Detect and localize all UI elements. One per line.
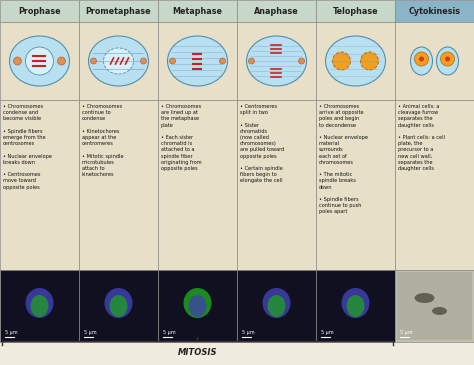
Bar — [79, 100, 158, 270]
Circle shape — [248, 58, 255, 64]
Circle shape — [440, 52, 455, 66]
Text: 5 μm: 5 μm — [84, 330, 97, 335]
Bar — [395, 100, 474, 270]
Bar — [158, 22, 237, 100]
Bar — [316, 100, 395, 270]
Ellipse shape — [432, 307, 447, 315]
Text: Metaphase: Metaphase — [173, 7, 222, 15]
Bar — [79, 270, 158, 342]
Bar — [79, 0, 158, 22]
Bar — [158, 0, 237, 22]
Text: • Chromosomes
arrive at opposite
poles and begin
to decondense

• Nuclear envelo: • Chromosomes arrive at opposite poles a… — [319, 104, 368, 214]
Bar — [316, 22, 395, 100]
Circle shape — [26, 47, 54, 75]
Circle shape — [140, 58, 146, 64]
Ellipse shape — [326, 36, 385, 86]
Bar — [0, 100, 79, 270]
Ellipse shape — [263, 288, 291, 318]
Bar — [0, 270, 79, 342]
Ellipse shape — [267, 295, 285, 317]
Text: 5 μm: 5 μm — [163, 330, 176, 335]
Text: • Animal cells: a
cleavage furrow
separates the
daughter cells

• Plant cells: a: • Animal cells: a cleavage furrow separa… — [398, 104, 445, 171]
Ellipse shape — [9, 36, 70, 86]
Text: 5 μm: 5 μm — [321, 330, 334, 335]
Text: Prometaphase: Prometaphase — [86, 7, 151, 15]
Ellipse shape — [89, 36, 148, 86]
Circle shape — [419, 57, 424, 61]
Bar — [158, 270, 237, 342]
Text: 5 μm: 5 μm — [242, 330, 255, 335]
Circle shape — [332, 52, 350, 70]
Bar — [237, 22, 316, 100]
Bar — [0, 22, 79, 100]
Circle shape — [91, 58, 97, 64]
Bar — [316, 0, 395, 22]
Bar — [395, 0, 474, 22]
Ellipse shape — [183, 288, 211, 318]
Text: 5 μm: 5 μm — [5, 330, 18, 335]
Circle shape — [361, 52, 379, 70]
Text: • Chromosomes
condense and
become visible

• Spindle fibers
emerge from the
cent: • Chromosomes condense and become visibl… — [3, 104, 52, 189]
Ellipse shape — [30, 295, 48, 317]
Text: • Chromosomes
continue to
condense

• Kinetochores
appear at the
centromeres

• : • Chromosomes continue to condense • Kin… — [82, 104, 124, 177]
Text: Telophase: Telophase — [333, 7, 378, 15]
Bar — [237, 270, 316, 342]
Bar — [316, 270, 395, 342]
Ellipse shape — [346, 295, 365, 317]
Ellipse shape — [414, 293, 435, 303]
Bar — [397, 272, 472, 340]
Text: MITOSIS: MITOSIS — [178, 348, 217, 357]
Ellipse shape — [246, 36, 307, 86]
Ellipse shape — [103, 48, 134, 74]
Bar — [79, 22, 158, 100]
Circle shape — [170, 58, 175, 64]
Circle shape — [445, 57, 450, 61]
Bar — [395, 270, 474, 342]
Circle shape — [299, 58, 304, 64]
Ellipse shape — [26, 288, 54, 318]
Ellipse shape — [189, 295, 207, 317]
Bar — [0, 0, 79, 22]
Circle shape — [219, 58, 226, 64]
Circle shape — [414, 52, 428, 66]
Text: Cytokinesis: Cytokinesis — [409, 7, 461, 15]
Circle shape — [13, 57, 21, 65]
Text: • Chromosomes
are lined up at
the metaphase
plate

• Each sister
chromatid is
at: • Chromosomes are lined up at the metaph… — [161, 104, 201, 171]
Ellipse shape — [410, 47, 432, 75]
Ellipse shape — [437, 47, 458, 75]
Bar — [395, 22, 474, 100]
Ellipse shape — [341, 288, 370, 318]
Circle shape — [57, 57, 65, 65]
Text: 5 μm: 5 μm — [400, 330, 413, 335]
Bar — [237, 100, 316, 270]
Text: Prophase: Prophase — [18, 7, 61, 15]
Ellipse shape — [104, 288, 133, 318]
Ellipse shape — [167, 36, 228, 86]
Text: • Centromeres
split in two

• Sister
chromatids
(now called
chromosomes)
are pul: • Centromeres split in two • Sister chro… — [240, 104, 284, 183]
Ellipse shape — [109, 295, 128, 317]
Text: Anaphase: Anaphase — [254, 7, 299, 15]
Bar — [158, 100, 237, 270]
Bar — [237, 0, 316, 22]
